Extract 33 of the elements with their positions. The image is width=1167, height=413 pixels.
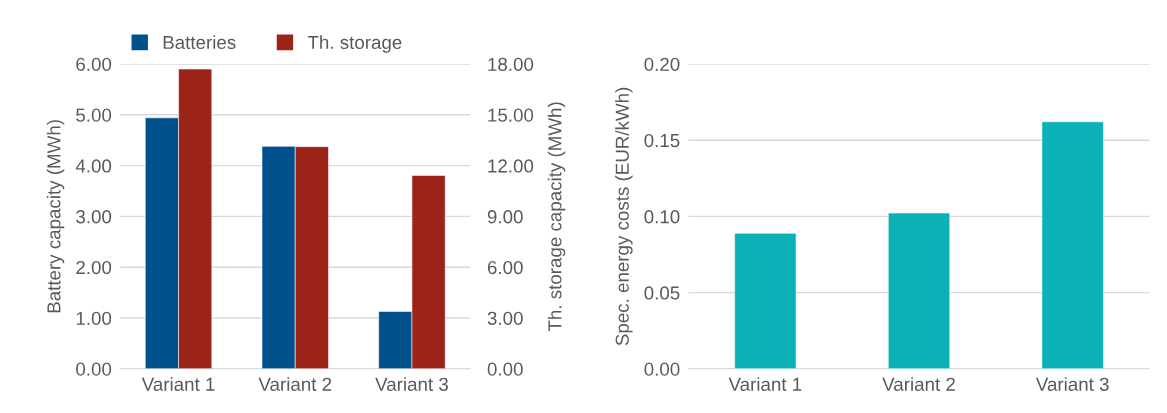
y-tick-label: 0.00 (76, 362, 112, 376)
y-tick-label: 0.00 (644, 362, 680, 376)
y2-tick-label: 0.00 (487, 362, 523, 376)
y-tick-label: 5.00 (76, 108, 112, 122)
y-tick-label: 2.00 (76, 260, 112, 275)
y-tick-label: 1.00 (76, 311, 112, 325)
x-tick-label: Variant 3 (1035, 377, 1109, 391)
y-axis-title: Spec. energy costs (EUR/kWh) (615, 87, 633, 346)
y-tick-label: 0.15 (644, 133, 680, 148)
y-tick-label: 4.00 (75, 159, 112, 173)
y-tick-label: 0.20 (644, 57, 680, 71)
bar (888, 212, 951, 369)
x-tick-label: Variant 3 (375, 377, 448, 391)
y-tick-label: 6.00 (76, 57, 112, 71)
x-tick-label: Variant 1 (141, 377, 215, 391)
legend-label: Batteries (163, 35, 236, 50)
legend-label: Th. storage (307, 35, 402, 53)
y2-tick-label: 18.00 (488, 57, 534, 71)
y-tick-label: 0.05 (644, 286, 680, 300)
y-tick-label: 0.10 (644, 210, 680, 224)
y2-tick-label: 6.00 (487, 260, 523, 275)
bar (1041, 121, 1104, 369)
y2-tick-label: 12.00 (488, 159, 534, 173)
bar (734, 233, 797, 369)
x-tick-label: Variant 2 (882, 377, 955, 391)
x-tick-label: Variant 2 (258, 377, 332, 391)
x-tick-label: Variant 1 (728, 377, 802, 391)
y-tick-label: 3.00 (76, 210, 112, 224)
y2-axis-title: Th. storage capacity (MWh) (547, 102, 566, 332)
y2-tick-label: 9.00 (487, 210, 523, 224)
y2-tick-label: 3.00 (487, 311, 523, 325)
y2-tick-label: 15.00 (488, 108, 534, 122)
y-axis-title: Battery capacity (MWh) (46, 120, 65, 313)
